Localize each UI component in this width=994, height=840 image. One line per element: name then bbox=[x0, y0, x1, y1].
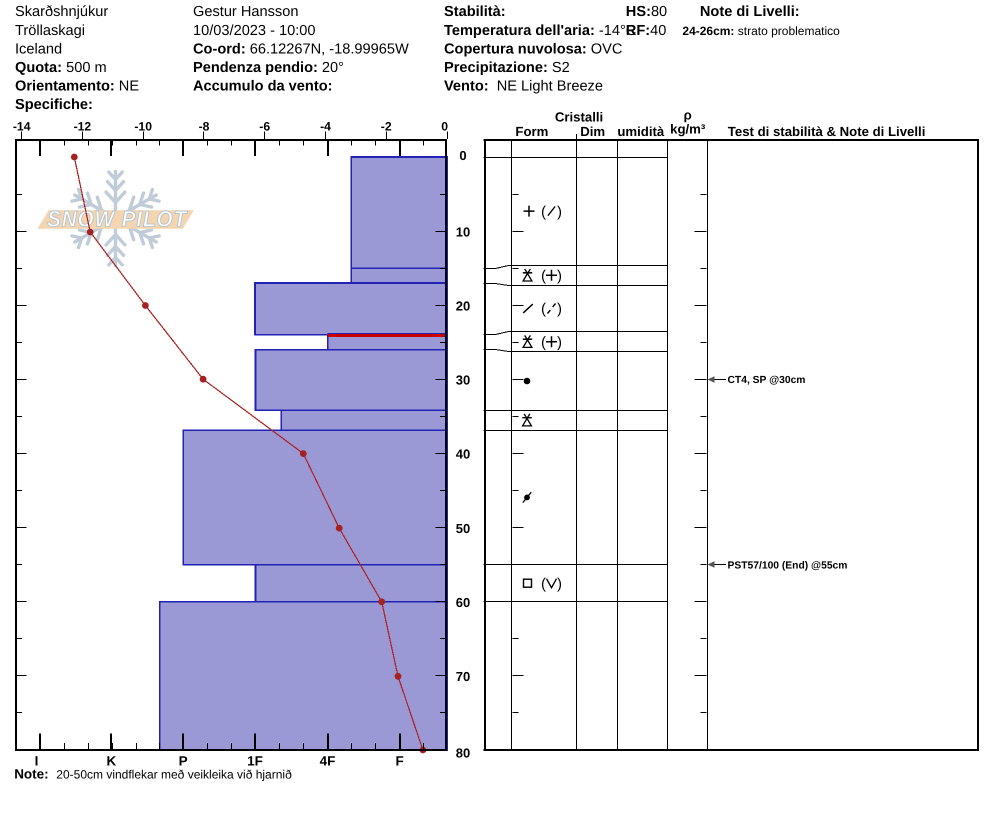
svg-text:Gestur Hansson: Gestur Hansson bbox=[193, 4, 298, 20]
svg-text:70: 70 bbox=[456, 669, 470, 684]
svg-text:Dim: Dim bbox=[580, 124, 605, 139]
svg-text:): ) bbox=[557, 203, 562, 220]
svg-text:Skarðshnjúkur: Skarðshnjúkur bbox=[15, 4, 108, 20]
svg-text:50: 50 bbox=[456, 521, 470, 536]
svg-text:Vento: NE Light Breeze: Vento: NE Light Breeze bbox=[444, 79, 603, 95]
svg-text:RF:40: RF:40 bbox=[626, 23, 667, 39]
svg-text:Cristalli: Cristalli bbox=[555, 109, 603, 124]
svg-text:ρ: ρ bbox=[684, 108, 692, 123]
svg-text:0: 0 bbox=[459, 148, 466, 163]
svg-text:Note:: Note: bbox=[14, 767, 49, 782]
svg-text:Specifiche:: Specifiche: bbox=[15, 97, 93, 113]
svg-text:Iceland: Iceland bbox=[15, 41, 62, 57]
svg-text:-4: -4 bbox=[320, 119, 331, 133]
svg-text:1F: 1F bbox=[247, 754, 263, 769]
svg-text:-14: -14 bbox=[13, 119, 31, 133]
svg-text:Form: Form bbox=[515, 124, 548, 139]
svg-text:): ) bbox=[557, 575, 562, 592]
svg-text:Temperatura dell'aria: -14°C: Temperatura dell'aria: -14°C bbox=[444, 23, 636, 39]
svg-text:24-26cm: strato problematico: 24-26cm: strato problematico bbox=[682, 24, 840, 38]
svg-text:P: P bbox=[179, 754, 188, 769]
svg-text:-2: -2 bbox=[381, 119, 392, 133]
svg-text:Copertura nuvolosa: OVC: Copertura nuvolosa: OVC bbox=[444, 41, 622, 57]
svg-text:SNOW PILOT: SNOW PILOT bbox=[47, 207, 188, 232]
svg-text:(: ( bbox=[541, 301, 546, 318]
svg-text:0: 0 bbox=[441, 119, 448, 133]
svg-text:30: 30 bbox=[456, 373, 470, 388]
svg-text:Tröllaskagi: Tröllaskagi bbox=[15, 23, 85, 39]
svg-text:-6: -6 bbox=[259, 119, 270, 133]
svg-text:-12: -12 bbox=[74, 119, 92, 133]
svg-text:10: 10 bbox=[456, 224, 470, 239]
svg-text:): ) bbox=[557, 268, 562, 285]
svg-text:umidità: umidità bbox=[617, 124, 665, 139]
svg-text:80: 80 bbox=[456, 745, 470, 760]
svg-text:Test di stabilità & Note di Li: Test di stabilità & Note di Livelli bbox=[728, 124, 926, 139]
svg-text:Quota: 500 m: Quota: 500 m bbox=[15, 60, 107, 76]
svg-text:Pendenza pendio: 20°: Pendenza pendio: 20° bbox=[193, 60, 344, 76]
svg-text:Note di Livelli:: Note di Livelli: bbox=[700, 4, 800, 20]
svg-text:-8: -8 bbox=[199, 119, 210, 133]
svg-text:60: 60 bbox=[456, 595, 470, 610]
svg-text:Accumulo da vento:: Accumulo da vento: bbox=[193, 79, 332, 95]
svg-text:K: K bbox=[107, 754, 117, 769]
svg-text:(: ( bbox=[541, 203, 546, 220]
svg-text:-10: -10 bbox=[134, 119, 152, 133]
svg-text:PST57/100 (End) @55cm: PST57/100 (End) @55cm bbox=[728, 561, 848, 572]
svg-text:Co-ord: 66.12267N, -18.99965W: Co-ord: 66.12267N, -18.99965W bbox=[193, 41, 409, 57]
svg-text:4F: 4F bbox=[320, 754, 336, 769]
svg-text:(: ( bbox=[541, 575, 546, 592]
svg-text:40: 40 bbox=[456, 447, 470, 462]
svg-text:Orientamento: NE: Orientamento: NE bbox=[15, 79, 139, 95]
svg-text:): ) bbox=[557, 334, 562, 351]
svg-text:): ) bbox=[557, 301, 562, 318]
svg-text:20: 20 bbox=[456, 298, 470, 313]
svg-text:HS:80: HS:80 bbox=[626, 4, 667, 20]
svg-text:(: ( bbox=[541, 268, 546, 285]
svg-text:kg/m³: kg/m³ bbox=[670, 121, 706, 136]
svg-text:20-50cm vindflekar með veiklei: 20-50cm vindflekar með veikleika við hja… bbox=[56, 768, 292, 782]
svg-text:Precipitazione: S2: Precipitazione: S2 bbox=[444, 60, 570, 76]
svg-text:I: I bbox=[35, 754, 39, 769]
svg-text:(: ( bbox=[541, 334, 546, 351]
svg-text:10/03/2023 - 10:00: 10/03/2023 - 10:00 bbox=[193, 23, 316, 39]
svg-text:CT4, SP @30cm: CT4, SP @30cm bbox=[728, 375, 806, 386]
svg-text:Stabilità:: Stabilità: bbox=[444, 4, 506, 20]
svg-text:F: F bbox=[395, 754, 403, 769]
